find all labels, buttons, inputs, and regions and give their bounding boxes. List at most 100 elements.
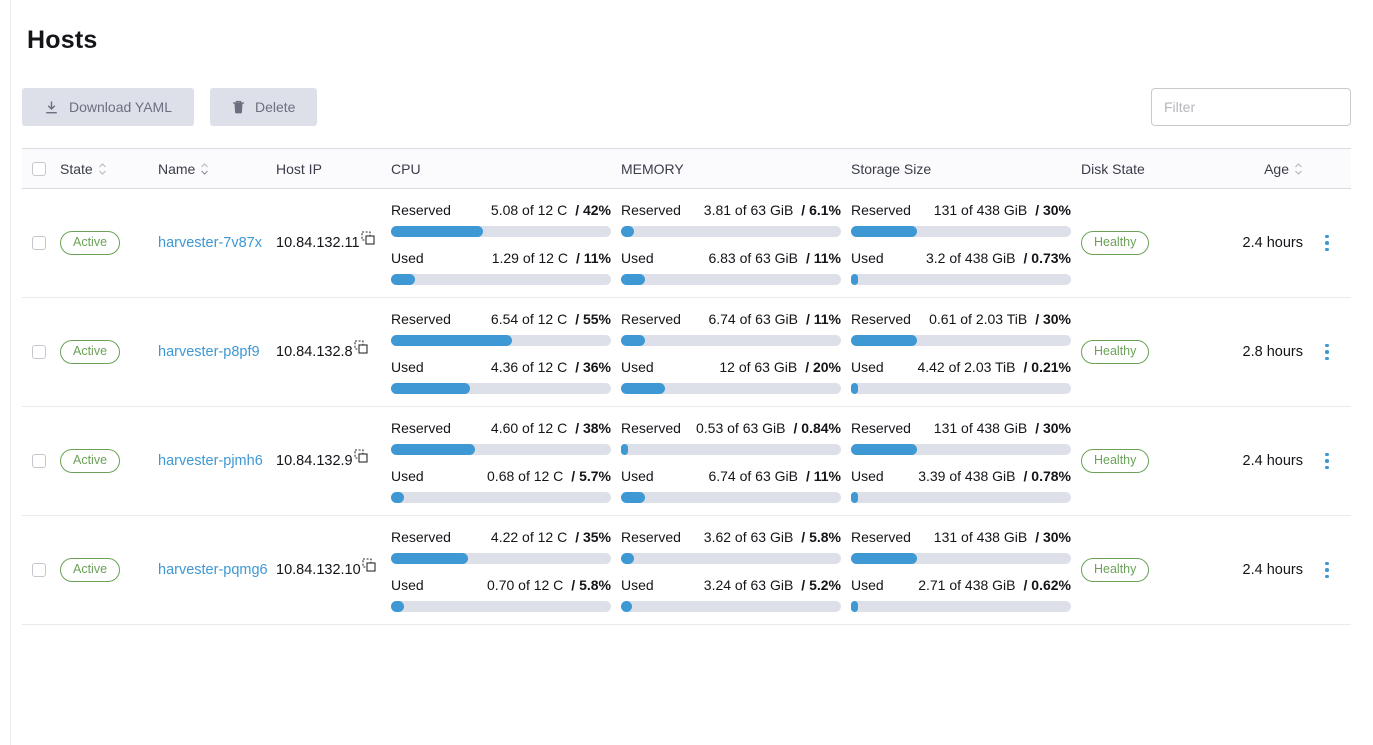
- select-all-checkbox[interactable]: [32, 161, 46, 176]
- host-ip-value: 10.84.132.8: [276, 344, 353, 360]
- cpu-used-bar: [391, 601, 611, 612]
- metric-value: 3.81 of 63 GiB: [703, 202, 794, 218]
- state-badge: Active: [60, 340, 121, 364]
- column-header-age[interactable]: Age: [1193, 161, 1303, 177]
- state-badge: Active: [60, 449, 121, 473]
- metric-percent: / 5.7%: [571, 468, 611, 484]
- metric-label: Reserved: [391, 420, 451, 436]
- metric-value: 3.62 of 63 GiB: [703, 529, 794, 545]
- disk-state-badge: Healthy: [1081, 558, 1150, 582]
- metric-label: Used: [851, 359, 884, 375]
- metric-value: 3.24 of 63 GiB: [703, 577, 794, 593]
- row-checkbox[interactable]: [32, 563, 46, 577]
- host-name-link[interactable]: harvester-7v87x: [158, 235, 262, 251]
- row-actions-menu[interactable]: [1319, 340, 1335, 365]
- metric-value: 131 of 438 GiB: [933, 202, 1028, 218]
- table-header-row: State Name Host IP CPU MEMORY Storage Si…: [22, 148, 1351, 189]
- sort-icon: [200, 162, 209, 176]
- metric-label: Reserved: [391, 529, 451, 545]
- metric-value: 1.29 of 12 C: [491, 250, 568, 266]
- cpu-cell: Reserved 5.08 of 12 C / 42% Used 1.29 of 12…: [391, 189, 621, 297]
- metric-label: Used: [621, 468, 654, 484]
- memory-used-bar: [621, 601, 841, 612]
- cpu-cell: Reserved 4.22 of 12 C / 35% Used 0.70 of 12…: [391, 516, 621, 624]
- metric-percent: / 5.8%: [571, 577, 611, 593]
- sort-icon: [1294, 162, 1303, 176]
- copy-icon[interactable]: [354, 449, 368, 467]
- metric-percent: / 11%: [805, 468, 841, 484]
- host-name-link[interactable]: harvester-p8pf9: [158, 344, 260, 360]
- metric-label: Reserved: [621, 529, 681, 545]
- column-header-state[interactable]: State: [60, 161, 158, 177]
- column-header-disk-state: Disk State: [1081, 160, 1145, 177]
- filter-input[interactable]: [1151, 88, 1351, 126]
- metric-value: 6.83 of 63 GiB: [708, 250, 798, 266]
- column-header-name[interactable]: Name: [158, 161, 276, 177]
- row-checkbox[interactable]: [32, 454, 46, 468]
- storage-cell: Reserved 131 of 438 GiB / 30% Used 3.2 of 4…: [851, 189, 1081, 297]
- metric-label: Used: [391, 468, 424, 484]
- cpu-reserved-bar: [391, 553, 611, 564]
- metric-value: 0.68 of 12 C: [487, 468, 564, 484]
- metric-label: Reserved: [621, 420, 681, 436]
- metric-percent: / 30%: [1035, 311, 1071, 327]
- host-name-link[interactable]: harvester-pqmg6: [158, 562, 268, 578]
- metric-value: 0.70 of 12 C: [487, 577, 564, 593]
- cpu-cell: Reserved 6.54 of 12 C / 55% Used 4.36 of 12…: [391, 298, 621, 406]
- host-ip-value: 10.84.132.10: [276, 562, 361, 578]
- storage-cell: Reserved 131 of 438 GiB / 30% Used 3.39 of …: [851, 407, 1081, 515]
- metric-percent: / 30%: [1035, 202, 1071, 218]
- row-actions-menu[interactable]: [1319, 231, 1335, 256]
- table-row: Active harvester-7v87x 10.84.132.11 Rese…: [22, 189, 1351, 298]
- metric-percent: / 38%: [575, 420, 611, 436]
- cpu-used-bar: [391, 274, 611, 285]
- hosts-table: State Name Host IP CPU MEMORY Storage Si…: [22, 148, 1351, 625]
- metric-percent: / 0.21%: [1023, 359, 1071, 375]
- metric-label: Used: [621, 250, 654, 266]
- metric-label: Reserved: [391, 202, 451, 218]
- storage-used-bar: [851, 274, 1071, 285]
- delete-button[interactable]: Delete: [209, 88, 318, 126]
- metric-percent: / 0.62%: [1023, 577, 1071, 593]
- storage-cell: Reserved 131 of 438 GiB / 30% Used 2.71 of …: [851, 516, 1081, 624]
- metric-label: Used: [851, 468, 884, 484]
- state-badge: Active: [60, 558, 121, 582]
- column-header-storage-size: Storage Size: [851, 160, 932, 177]
- hosts-page: Hosts Download YAML Delete State Name: [22, 26, 1351, 625]
- host-ip-value: 10.84.132.11: [276, 235, 360, 251]
- metric-label: Reserved: [391, 311, 451, 327]
- toolbar: Download YAML Delete: [22, 88, 1351, 126]
- memory-reserved-bar: [621, 226, 841, 237]
- row-checkbox[interactable]: [32, 345, 46, 359]
- copy-icon[interactable]: [361, 231, 375, 249]
- download-yaml-button[interactable]: Download YAML: [22, 88, 194, 126]
- copy-icon[interactable]: [362, 558, 376, 576]
- metric-label: Used: [391, 359, 424, 375]
- memory-cell: Reserved 0.53 of 63 GiB / 0.84% Used 6.74 o…: [621, 407, 851, 515]
- storage-used-bar: [851, 601, 1071, 612]
- metric-value: 0.61 of 2.03 TiB: [929, 311, 1028, 327]
- column-header-cpu: CPU: [391, 160, 421, 177]
- host-name-link[interactable]: harvester-pjmh6: [158, 453, 263, 469]
- metric-value: 4.36 of 12 C: [490, 359, 568, 375]
- trash-icon: [232, 100, 245, 114]
- row-checkbox[interactable]: [32, 236, 46, 250]
- metric-value: 4.22 of 12 C: [490, 529, 568, 545]
- column-header-memory: MEMORY: [621, 160, 684, 177]
- row-actions-menu[interactable]: [1319, 558, 1335, 583]
- download-icon: [44, 100, 59, 115]
- table-row: Active harvester-pqmg6 10.84.132.10 Rese…: [22, 516, 1351, 625]
- metric-percent: / 36%: [575, 359, 611, 375]
- table-body: Active harvester-7v87x 10.84.132.11 Rese…: [22, 189, 1351, 625]
- memory-cell: Reserved 3.62 of 63 GiB / 5.8% Used 3.24 of…: [621, 516, 851, 624]
- memory-cell: Reserved 3.81 of 63 GiB / 6.1% Used 6.83 of…: [621, 189, 851, 297]
- metric-percent: / 11%: [575, 250, 611, 266]
- metric-percent: / 0.73%: [1023, 250, 1071, 266]
- metric-percent: / 11%: [805, 311, 841, 327]
- row-actions-menu[interactable]: [1319, 449, 1335, 474]
- metric-percent: / 5.8%: [801, 529, 841, 545]
- table-row: Active harvester-pjmh6 10.84.132.9 Reser…: [22, 407, 1351, 516]
- storage-reserved-bar: [851, 444, 1071, 455]
- disk-state-badge: Healthy: [1081, 340, 1150, 364]
- copy-icon[interactable]: [354, 340, 368, 358]
